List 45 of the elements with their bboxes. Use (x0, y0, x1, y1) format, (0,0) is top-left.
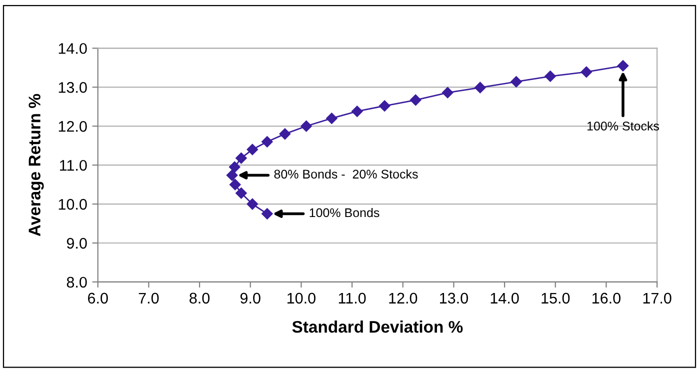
y-tick-label: 11.0 (60, 160, 87, 171)
y-tick-label: 8.0 (66, 276, 87, 288)
point (617, 60, 629, 72)
point (230, 178, 241, 190)
y-tick-label: 12.0 (58, 121, 87, 132)
point (246, 144, 258, 156)
x-tick-label: 12.0 (389, 292, 418, 304)
x-tick-label: 6.0 (88, 292, 108, 304)
x-tick-label: 9.0 (240, 292, 260, 304)
point (262, 136, 273, 148)
x-tick-label: 13.0 (440, 292, 468, 304)
point (229, 161, 240, 173)
point (378, 100, 390, 112)
point (236, 188, 247, 199)
x-tick-label: 8.0 (190, 292, 210, 304)
point (580, 66, 592, 78)
point (236, 152, 247, 164)
point (246, 198, 258, 210)
annotation: 100% Stocks (587, 121, 660, 130)
x-tick-label: 15.0 (542, 292, 570, 304)
point (410, 94, 422, 106)
x-tick-label: 7.0 (138, 292, 159, 304)
x-axis-title: Standard Deviation % (292, 320, 463, 333)
x-tick-label: 10.0 (288, 292, 316, 304)
y-axis-title: Average Return % (28, 94, 44, 236)
point (352, 106, 363, 117)
point (544, 70, 556, 82)
annotation: 100% Bonds (310, 208, 380, 218)
point (279, 128, 291, 140)
y-tick-label: 9.0 (66, 238, 87, 249)
x-tick-label: 16.0 (592, 292, 620, 304)
x-tick-label: 17.0 (643, 292, 672, 304)
x-tick-label: 11.0 (338, 292, 366, 304)
point (262, 208, 273, 220)
point (300, 120, 312, 132)
annotation: 80% Bonds - 20% Stocks (274, 169, 418, 179)
x-tick-label: 14.0 (490, 292, 519, 304)
y-tick-label: 13.0 (58, 82, 87, 93)
point (326, 112, 338, 124)
y-tick-label: 14.0 (58, 43, 87, 54)
point (474, 82, 486, 94)
point (510, 76, 522, 88)
point (226, 170, 238, 181)
y-tick-label: 10.0 (58, 198, 87, 210)
point (442, 87, 454, 98)
